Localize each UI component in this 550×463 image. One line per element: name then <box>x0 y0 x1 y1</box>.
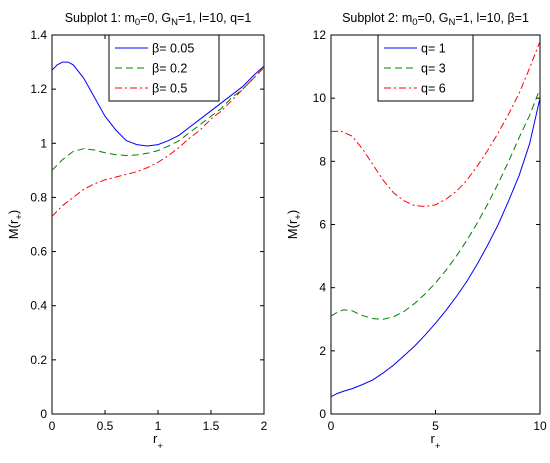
series-line-3 <box>331 41 540 208</box>
y-tick-label: 2 <box>319 344 326 358</box>
y-axis-label: M(r+) <box>6 210 25 239</box>
y-tick-label: 1.4 <box>30 28 47 42</box>
x-axis-label: r+ <box>153 431 163 452</box>
legend-label: q= 3 <box>421 62 446 76</box>
y-tick-label: 10 <box>313 91 327 105</box>
series-line-1 <box>52 61 264 147</box>
legend-label: β= 0.5 <box>152 82 187 96</box>
legend-label: q= 6 <box>421 82 446 96</box>
x-tick-label: 1.5 <box>203 419 220 433</box>
chart-title: Subplot 2: m0=0, GN=1, l=10, β=1 <box>342 11 529 28</box>
x-tick-label: 0 <box>328 419 335 433</box>
y-tick-label: 0 <box>40 407 47 421</box>
chart-title: Subplot 1: m0=0, GN=1, l=10, q=1 <box>65 11 252 28</box>
subplot-2: 0 5 10 0 2 4 6 8 10 12 q= 1 q= 3 q= 6 Subplot 2: m0=0… <box>285 11 547 452</box>
y-tick-label: 8 <box>319 154 326 168</box>
series-line-1 <box>331 98 540 398</box>
legend-label: β= 0.05 <box>152 42 194 56</box>
y-tick-label: 12 <box>313 28 327 42</box>
legend: β= 0.05 β= 0.2 β= 0.5 <box>108 34 220 102</box>
x-tick-label: 1 <box>155 419 162 433</box>
y-axis-label: M(r+) <box>285 210 304 239</box>
legend: q= 1 q= 3 q= 6 <box>377 34 474 102</box>
y-tick-label: 6 <box>319 218 326 232</box>
y-tick-label: 0.4 <box>30 299 47 313</box>
y-tick-label: 0.6 <box>30 245 47 259</box>
legend-box <box>377 34 474 102</box>
y-tick-label: 0 <box>319 407 326 421</box>
y-tick-label: 0.8 <box>30 190 47 204</box>
legend-label: q= 1 <box>421 42 446 56</box>
y-tick-label: 0.2 <box>30 353 47 367</box>
subplot-1: 0 0.5 1 1.5 200.20.40.60.811.21.4β= 0.05β= 0… <box>6 11 268 452</box>
x-tick-label: 0 <box>49 419 56 433</box>
series-line-2 <box>331 88 540 320</box>
y-tick-label: 1.2 <box>30 82 47 96</box>
x-tick-label: 2 <box>261 419 268 433</box>
x-tick-label: 0.5 <box>97 419 114 433</box>
y-tick-label: 1 <box>40 136 47 150</box>
series-line-3 <box>52 67 264 217</box>
x-tick-label: 10 <box>533 419 547 433</box>
series-line-2 <box>52 67 264 171</box>
y-tick-label: 4 <box>319 281 326 295</box>
x-tick-label: 5 <box>432 419 439 433</box>
legend-label: β= 0.2 <box>152 62 187 76</box>
x-axis-label: r+ <box>431 431 441 452</box>
